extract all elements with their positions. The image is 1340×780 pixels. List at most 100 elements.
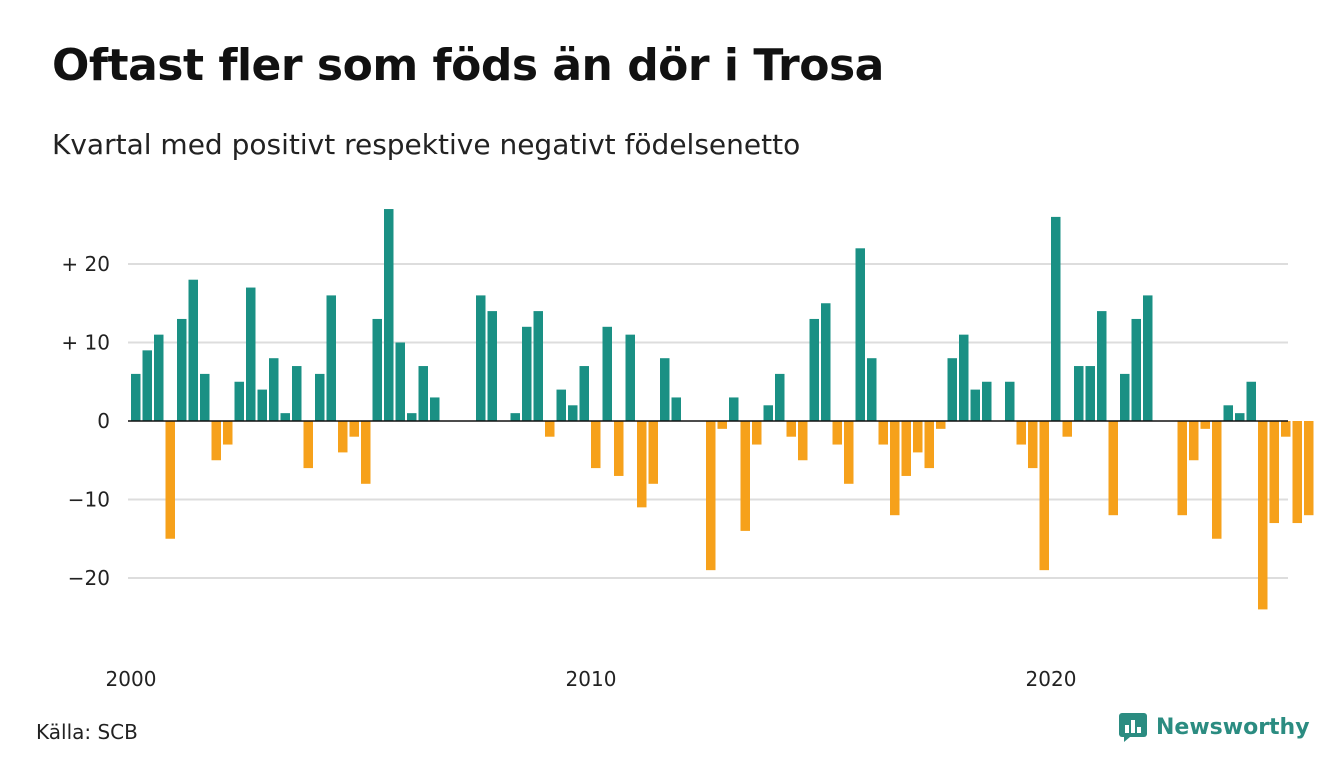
bar [326, 295, 336, 421]
bar [660, 358, 670, 421]
bar [706, 421, 716, 571]
bar [200, 373, 210, 421]
bar [1212, 421, 1222, 539]
bar [522, 326, 532, 421]
x-tick-label: 2010 [566, 667, 617, 691]
bar [729, 397, 739, 421]
bar [303, 421, 313, 469]
bar [671, 397, 681, 421]
bar [338, 421, 348, 453]
bar [246, 287, 256, 421]
bar [648, 421, 658, 484]
bar [936, 421, 946, 429]
bar [1016, 421, 1026, 445]
bar [545, 421, 555, 437]
y-tick-label: −10 [68, 488, 110, 512]
bar [361, 421, 371, 484]
bar [1189, 421, 1199, 461]
bar [867, 358, 877, 421]
bar [717, 421, 727, 429]
bar [1304, 421, 1314, 516]
bar [165, 421, 175, 539]
chart-subtitle: Kvartal med positivt respektive negativt… [52, 128, 801, 161]
bar-chart-logo-icon [1119, 713, 1147, 742]
bar [292, 366, 302, 421]
bar [154, 334, 164, 421]
y-axis-labels: + 20 + 10 0 −10 −20 [61, 252, 110, 590]
bar-chart: + 20 + 10 0 −10 −20 2000 2010 2020 [61, 209, 1314, 691]
y-tick-label: −20 [68, 566, 110, 590]
bar [602, 326, 612, 421]
bar [257, 389, 267, 421]
bar [890, 421, 900, 516]
bar [476, 295, 486, 421]
bar [1074, 366, 1084, 421]
bar [510, 413, 520, 421]
bar [1223, 405, 1233, 421]
bar [1005, 381, 1015, 421]
bar [625, 334, 635, 421]
bar [821, 303, 831, 421]
bar [855, 248, 865, 421]
bar [1235, 413, 1245, 421]
bar [763, 405, 773, 421]
bar [1097, 311, 1107, 421]
bar [982, 381, 992, 421]
bar [878, 421, 888, 445]
bar [1062, 421, 1072, 437]
y-tick-label: 0 [97, 409, 110, 433]
bar [1051, 216, 1061, 421]
bar [1028, 421, 1038, 469]
source-note: Källa: SCB [36, 720, 138, 744]
bar [752, 421, 762, 445]
bar [809, 318, 819, 421]
bar [533, 311, 543, 421]
bar [223, 421, 233, 445]
bar [177, 318, 187, 421]
bar [280, 413, 290, 421]
bar [384, 209, 394, 421]
chart-title: Oftast fler som föds än dör i Trosa [52, 40, 884, 91]
bar [1281, 421, 1291, 437]
x-axis-labels: 2000 2010 2020 [106, 667, 1077, 691]
bar [844, 421, 854, 484]
bar [430, 397, 440, 421]
bar [315, 373, 325, 421]
bar [1039, 421, 1049, 571]
bar [418, 366, 428, 421]
newsworthy-logo: Newsworthy [1118, 712, 1310, 742]
bar [372, 318, 382, 421]
bar [637, 421, 647, 508]
bars [131, 209, 1314, 610]
x-tick-label: 2000 [106, 667, 157, 691]
bar [1085, 366, 1095, 421]
bar [487, 311, 497, 421]
bar [913, 421, 923, 453]
bar [1258, 421, 1268, 610]
bar [1177, 421, 1187, 516]
bar [234, 381, 244, 421]
bar [832, 421, 842, 445]
bar [188, 279, 198, 421]
bar [1108, 421, 1118, 516]
bar [349, 421, 359, 437]
bar [901, 421, 911, 476]
bar [556, 389, 566, 421]
bar [775, 373, 785, 421]
bar [407, 413, 417, 421]
bar [131, 373, 141, 421]
bar [786, 421, 796, 437]
bar [740, 421, 750, 531]
y-tick-label: + 20 [61, 252, 110, 276]
bar [395, 342, 405, 421]
bar [211, 421, 221, 461]
brand-name: Newsworthy [1156, 714, 1310, 740]
bar [798, 421, 808, 461]
bar [1120, 373, 1130, 421]
bar [142, 350, 152, 421]
x-tick-label: 2020 [1026, 667, 1077, 691]
bar [924, 421, 934, 469]
bar [1131, 318, 1141, 421]
bar [947, 358, 957, 421]
bar [591, 421, 601, 469]
